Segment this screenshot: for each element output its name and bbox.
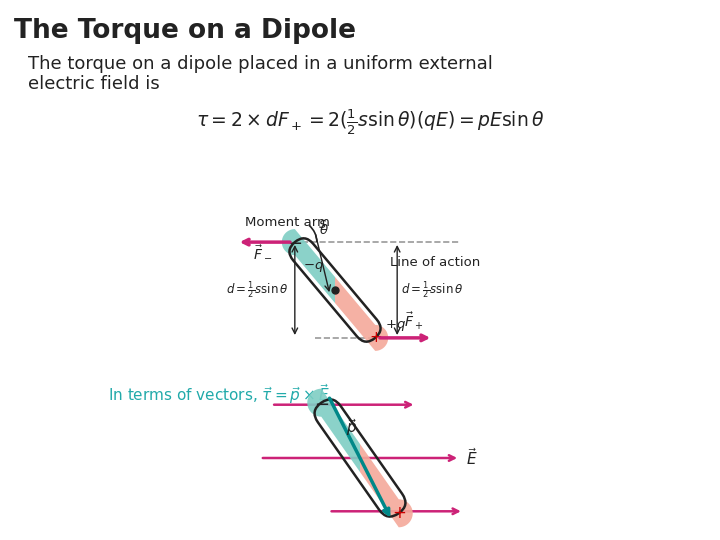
- Text: $\tau = 2 \times dF_+ = 2(\frac{1}{2}s\sin\theta)(qE) = pE\sin\theta$: $\tau = 2 \times dF_+ = 2(\frac{1}{2}s\s…: [196, 108, 544, 138]
- Text: In terms of vectors, $\vec{\tau} = \vec{p} \times \vec{E}.$: In terms of vectors, $\vec{\tau} = \vec{…: [108, 382, 333, 406]
- Text: $-$: $-$: [287, 233, 302, 251]
- Text: $s$: $s$: [318, 217, 327, 231]
- Text: $+q$: $+q$: [385, 319, 406, 333]
- Text: Moment arm: Moment arm: [245, 215, 330, 228]
- Text: $\vec{E}$: $\vec{E}$: [466, 448, 477, 469]
- Text: $\vec{F}_+$: $\vec{F}_+$: [404, 311, 423, 332]
- Text: $+$: $+$: [369, 330, 382, 346]
- Text: $d = \frac{1}{2}s\sin\theta$: $d = \frac{1}{2}s\sin\theta$: [226, 279, 289, 301]
- Text: $-$: $-$: [314, 394, 329, 411]
- Text: $\vec{p}$: $\vec{p}$: [346, 417, 358, 438]
- Text: electric field is: electric field is: [28, 75, 160, 93]
- Text: Line of action: Line of action: [390, 256, 480, 269]
- Text: $-q$: $-q$: [303, 260, 324, 274]
- Text: $+$: $+$: [392, 504, 406, 522]
- Text: The Torque on a Dipole: The Torque on a Dipole: [14, 18, 356, 44]
- Polygon shape: [335, 277, 388, 351]
- Text: $\vec{F}_-$: $\vec{F}_-$: [253, 245, 272, 261]
- Text: $d = \frac{1}{2}s\sin\theta$: $d = \frac{1}{2}s\sin\theta$: [401, 279, 464, 301]
- Text: $\theta$: $\theta$: [319, 223, 329, 237]
- Polygon shape: [360, 444, 413, 527]
- Text: The torque on a dipole placed in a uniform external: The torque on a dipole placed in a unifo…: [28, 55, 493, 73]
- Polygon shape: [282, 229, 335, 303]
- Polygon shape: [307, 389, 360, 472]
